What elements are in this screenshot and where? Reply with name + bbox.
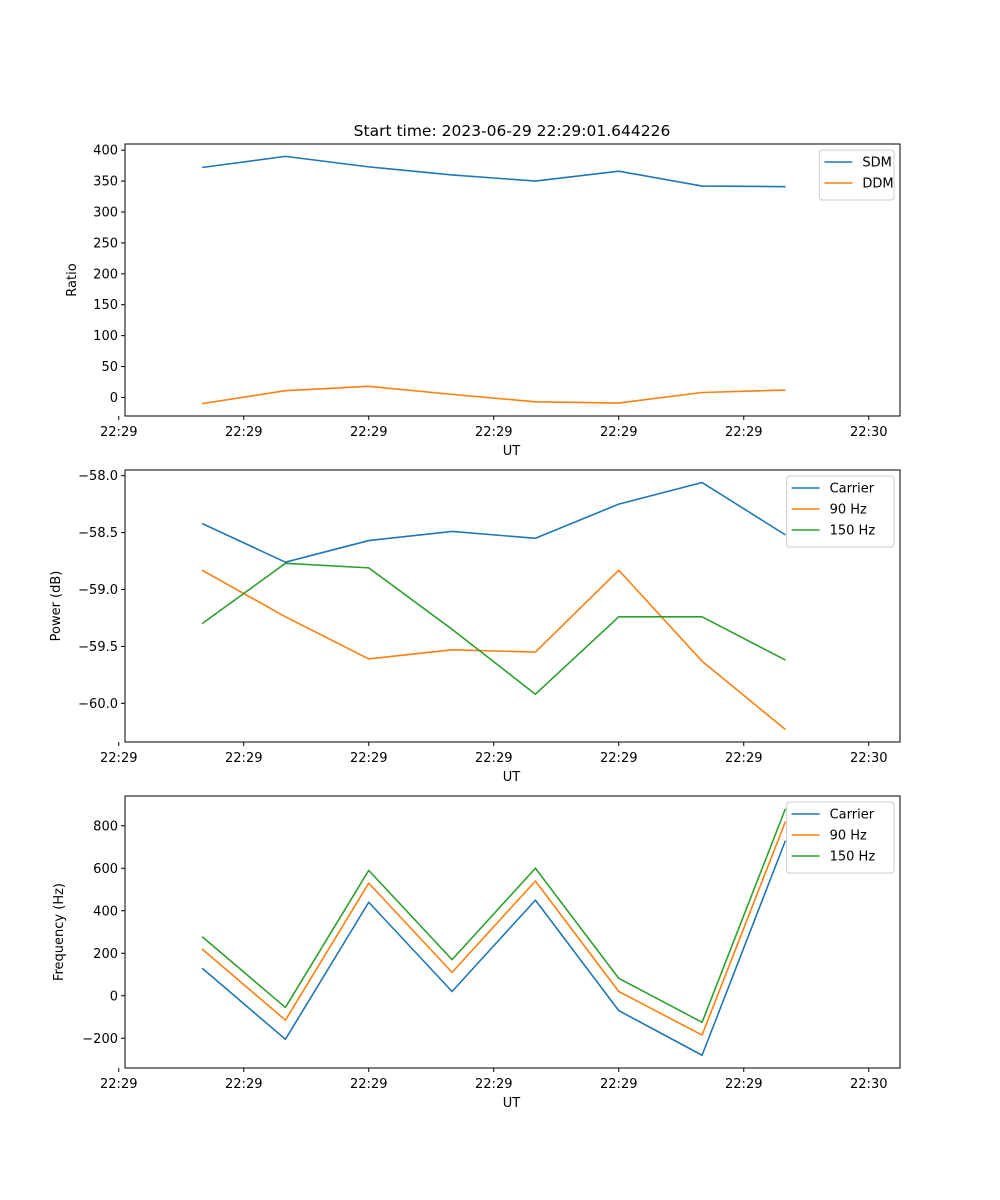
x-tick-label: 22:29	[350, 1077, 387, 1092]
legend: Carrier 90 Hz 150 Hz	[786, 801, 895, 874]
legend-label: 90 Hz	[830, 503, 867, 518]
x-tick-label: 22:30	[850, 425, 887, 440]
x-tick-label: 22:29	[350, 425, 387, 440]
series-line-carrier	[201, 481, 786, 563]
subplot-3: −200 0 200 400 600 800 22:29 22:29 22:29 22:29 22:…	[52, 795, 901, 1111]
x-tick-label: 22:29	[100, 1077, 137, 1092]
legend: Carrier 90 Hz 150 Hz	[786, 475, 895, 548]
y-tick-label: 200	[93, 947, 118, 962]
x-tick-label: 22:29	[475, 425, 512, 440]
subplots: 0 50 100 150 200 250 300 350 400 22:29 22:29 22:29 2…	[49, 143, 901, 1111]
y-axis-label: Power (dB)	[49, 571, 64, 642]
figure-title: Start time: 2023-06-29 22:29:01.644226	[354, 122, 671, 140]
x-tick-label: 22:30	[850, 751, 887, 766]
x-tick-label: 22:29	[475, 1077, 512, 1092]
y-tick-label: −58.5	[78, 526, 118, 541]
x-tick-label: 22:29	[600, 751, 637, 766]
x-tick-label: 22:29	[725, 1077, 762, 1092]
axes-frame	[124, 469, 901, 743]
y-tick-label: 0	[110, 391, 118, 406]
series-line-90-hz	[201, 569, 786, 731]
legend-label: Carrier	[830, 482, 875, 497]
y-tick-label: 350	[93, 175, 118, 190]
x-axis-label: UT	[503, 770, 521, 785]
series-line-ddm	[201, 385, 786, 405]
legend-label: 150 Hz	[830, 524, 876, 539]
x-tick-label: 22:30	[850, 1077, 887, 1092]
y-tick-label: −59.5	[78, 640, 118, 655]
x-tick-label: 22:29	[100, 751, 137, 766]
x-tick-label: 22:29	[725, 425, 762, 440]
legend-label: 90 Hz	[830, 829, 867, 844]
legend-label: 150 Hz	[830, 850, 876, 865]
axes-frame	[124, 143, 901, 417]
y-tick-label: 150	[93, 298, 118, 313]
legend-label: DDM	[862, 177, 893, 192]
y-tick-label: 0	[110, 989, 118, 1004]
subplot-1: 0 50 100 150 200 250 300 350 400 22:29 22:29 22:29 2…	[65, 143, 901, 459]
y-tick-label: 100	[93, 329, 118, 344]
series-line-sdm	[201, 155, 786, 188]
x-tick-label: 22:29	[725, 751, 762, 766]
y-tick-label: 300	[93, 206, 118, 221]
y-tick-label: −200	[82, 1032, 118, 1047]
x-axis-label: UT	[503, 444, 521, 459]
y-tick-label: 200	[93, 267, 118, 282]
series-line-carrier	[201, 840, 787, 1057]
x-tick-label: 22:29	[100, 425, 137, 440]
y-tick-label: 400	[93, 144, 118, 159]
y-axis-label: Frequency (Hz)	[52, 883, 67, 981]
series-line-90-hz	[201, 821, 787, 1036]
x-tick-label: 22:29	[225, 425, 262, 440]
y-tick-label: 400	[93, 904, 118, 919]
y-tick-label: −60.0	[78, 697, 118, 712]
x-tick-label: 22:29	[600, 425, 637, 440]
x-axis-label: UT	[503, 1096, 521, 1111]
x-tick-label: 22:29	[350, 751, 387, 766]
series-line-150-hz	[201, 808, 787, 1024]
series-line-150-hz	[201, 562, 786, 696]
x-tick-label: 22:29	[600, 1077, 637, 1092]
y-tick-label: −59.0	[78, 583, 118, 598]
x-tick-label: 22:29	[475, 751, 512, 766]
legend-label: Carrier	[830, 808, 875, 823]
legend-label: SDM	[862, 156, 891, 171]
y-tick-label: 600	[93, 862, 118, 877]
legend: SDM DDM	[818, 149, 895, 201]
subplot-2: −60.0 −59.5 −59.0 −58.5 −58.0 22:29 22:29 22:29…	[49, 469, 901, 785]
y-tick-label: 250	[93, 236, 118, 251]
y-tick-label: 50	[101, 360, 118, 375]
x-tick-label: 22:29	[225, 751, 262, 766]
x-tick-label: 22:29	[225, 1077, 262, 1092]
y-tick-label: −58.0	[78, 469, 118, 484]
y-tick-label: 800	[93, 819, 118, 834]
y-axis-label: Ratio	[65, 263, 80, 296]
axes-frame	[124, 795, 901, 1069]
